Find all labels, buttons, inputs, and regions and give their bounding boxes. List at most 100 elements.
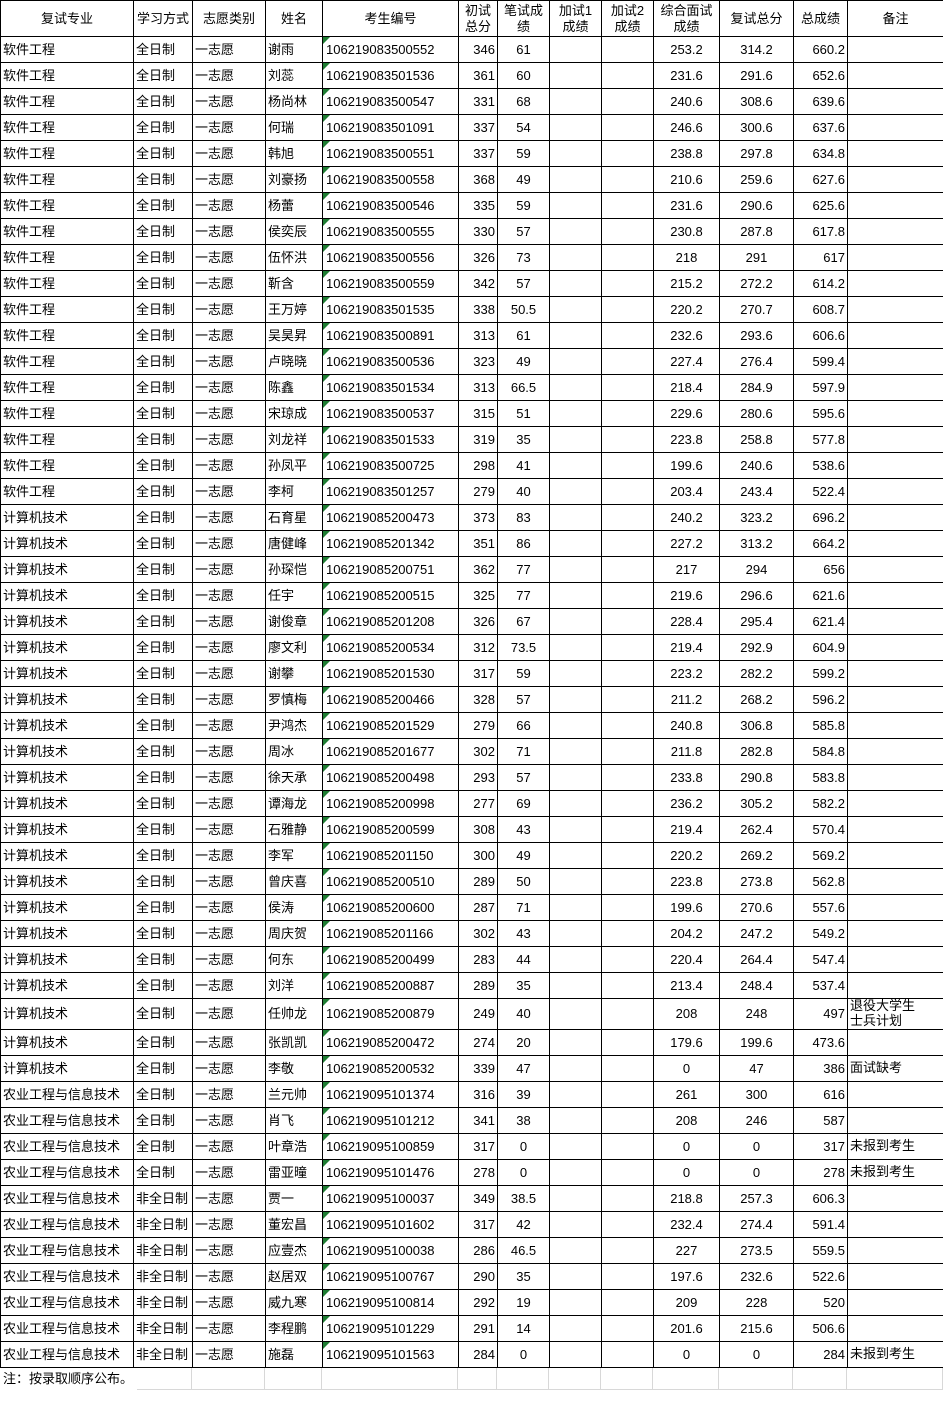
- cell-retest-total[interactable]: 240.6: [719, 452, 794, 479]
- cell-extra2-score[interactable]: [601, 36, 654, 63]
- cell-retest-total[interactable]: 287.8: [719, 218, 794, 245]
- cell-study-mode[interactable]: 全日制: [133, 62, 193, 89]
- cell-volunteer-type[interactable]: 一志愿: [192, 530, 266, 557]
- cell-candidate-id[interactable]: 106219095100859: [322, 1132, 459, 1160]
- cell-extra1-score[interactable]: [549, 972, 602, 999]
- cell-candidate-id[interactable]: 106219095100038: [322, 1236, 459, 1264]
- cell-written-score[interactable]: 57: [497, 764, 550, 791]
- cell-retest-total[interactable]: 300: [719, 1080, 794, 1108]
- cell-study-mode[interactable]: 全日制: [133, 166, 193, 193]
- cell-extra2-score[interactable]: [601, 478, 654, 505]
- cell-extra1-score[interactable]: [549, 140, 602, 167]
- cell-extra1-score[interactable]: [549, 1210, 602, 1238]
- cell-remark[interactable]: [847, 244, 943, 271]
- cell-extra1-score[interactable]: [549, 348, 602, 375]
- cell-major[interactable]: 软件工程: [0, 348, 134, 375]
- cell-interview-score[interactable]: 223.2: [653, 660, 720, 687]
- cell-major[interactable]: 计算机技术: [0, 712, 134, 739]
- cell-candidate-id[interactable]: 106219085200751: [322, 556, 459, 583]
- cell-retest-total[interactable]: 314.2: [719, 36, 794, 63]
- cell-final-total[interactable]: 597.9: [793, 374, 848, 401]
- cell-extra2-score[interactable]: [601, 374, 654, 401]
- cell-candidate-id[interactable]: 106219095100767: [322, 1262, 459, 1290]
- cell-major[interactable]: 软件工程: [0, 88, 134, 115]
- column-header-0[interactable]: 复试专业: [0, 0, 134, 37]
- cell-final-total[interactable]: 562.8: [793, 868, 848, 895]
- column-header-11[interactable]: 总成绩: [793, 0, 848, 37]
- cell-study-mode[interactable]: 全日制: [133, 634, 193, 661]
- cell-major[interactable]: 计算机技术: [0, 868, 134, 895]
- cell-major[interactable]: 软件工程: [0, 218, 134, 245]
- cell-name[interactable]: 王万婷: [265, 296, 323, 323]
- cell-retest-total[interactable]: 272.2: [719, 270, 794, 297]
- cell-written-score[interactable]: 35: [497, 1262, 550, 1290]
- cell-interview-score[interactable]: 210.6: [653, 166, 720, 193]
- cell-remark[interactable]: [847, 478, 943, 505]
- cell-retest-total[interactable]: 0: [719, 1132, 794, 1160]
- cell-initial-score[interactable]: 337: [458, 114, 498, 141]
- cell-candidate-id[interactable]: 106219085200510: [322, 868, 459, 895]
- cell-initial-score[interactable]: 323: [458, 348, 498, 375]
- cell-remark[interactable]: [847, 634, 943, 661]
- cell-study-mode[interactable]: 全日制: [133, 88, 193, 115]
- cell-written-score[interactable]: 69: [497, 790, 550, 817]
- cell-retest-total[interactable]: 270.7: [719, 296, 794, 323]
- cell-initial-score[interactable]: 316: [458, 1080, 498, 1108]
- cell-candidate-id[interactable]: 106219083501534: [322, 374, 459, 401]
- cell-interview-score[interactable]: 238.8: [653, 140, 720, 167]
- cell-extra1-score[interactable]: [549, 322, 602, 349]
- cell-extra1-score[interactable]: [549, 712, 602, 739]
- cell-final-total[interactable]: 386: [793, 1054, 848, 1082]
- cell-interview-score[interactable]: 231.6: [653, 192, 720, 219]
- cell-extra1-score[interactable]: [549, 452, 602, 479]
- cell-major[interactable]: 软件工程: [0, 322, 134, 349]
- cell-remark[interactable]: [847, 1210, 943, 1238]
- cell-retest-total[interactable]: 290.6: [719, 192, 794, 219]
- cell-candidate-id[interactable]: 106219085201530: [322, 660, 459, 687]
- cell-interview-score[interactable]: 228.4: [653, 608, 720, 635]
- cell-written-score[interactable]: 0: [497, 1340, 550, 1368]
- cell-extra1-score[interactable]: [549, 738, 602, 765]
- cell-initial-score[interactable]: 300: [458, 842, 498, 869]
- cell-written-score[interactable]: 73: [497, 244, 550, 271]
- cell-interview-score[interactable]: 240.2: [653, 504, 720, 531]
- cell-interview-score[interactable]: 211.8: [653, 738, 720, 765]
- cell-final-total[interactable]: 278: [793, 1158, 848, 1186]
- cell-study-mode[interactable]: 全日制: [133, 764, 193, 791]
- cell-name[interactable]: 廖文利: [265, 634, 323, 661]
- cell-initial-score[interactable]: 274: [458, 1028, 498, 1056]
- cell-name[interactable]: 刘蕊: [265, 62, 323, 89]
- cell-major[interactable]: 软件工程: [0, 114, 134, 141]
- cell-initial-score[interactable]: 289: [458, 868, 498, 895]
- cell-volunteer-type[interactable]: 一志愿: [192, 582, 266, 609]
- cell-retest-total[interactable]: 294: [719, 556, 794, 583]
- cell-remark[interactable]: [847, 140, 943, 167]
- cell-candidate-id[interactable]: 106219083501535: [322, 296, 459, 323]
- cell-interview-score[interactable]: 204.2: [653, 920, 720, 947]
- cell-initial-score[interactable]: 362: [458, 556, 498, 583]
- cell-name[interactable]: 罗慎梅: [265, 686, 323, 713]
- cell-initial-score[interactable]: 328: [458, 686, 498, 713]
- cell-final-total[interactable]: 614.2: [793, 270, 848, 297]
- cell-written-score[interactable]: 49: [497, 348, 550, 375]
- cell-major[interactable]: 农业工程与信息技术: [0, 1210, 134, 1238]
- cell-volunteer-type[interactable]: 一志愿: [192, 1106, 266, 1134]
- cell-major[interactable]: 计算机技术: [0, 634, 134, 661]
- cell-study-mode[interactable]: 全日制: [133, 582, 193, 609]
- cell-initial-score[interactable]: 286: [458, 1236, 498, 1264]
- cell-written-score[interactable]: 47: [497, 1054, 550, 1082]
- cell-interview-score[interactable]: 220.2: [653, 296, 720, 323]
- cell-remark[interactable]: [847, 738, 943, 765]
- cell-written-score[interactable]: 46.5: [497, 1236, 550, 1264]
- cell-study-mode[interactable]: 全日制: [133, 894, 193, 921]
- cell-candidate-id[interactable]: 106219083500559: [322, 270, 459, 297]
- cell-retest-total[interactable]: 273.8: [719, 868, 794, 895]
- cell-retest-total[interactable]: 280.6: [719, 400, 794, 427]
- cell-interview-score[interactable]: 240.6: [653, 88, 720, 115]
- cell-volunteer-type[interactable]: 一志愿: [192, 400, 266, 427]
- cell-retest-total[interactable]: 257.3: [719, 1184, 794, 1212]
- cell-written-score[interactable]: 40: [497, 478, 550, 505]
- cell-written-score[interactable]: 57: [497, 270, 550, 297]
- cell-extra2-score[interactable]: [601, 426, 654, 453]
- cell-major[interactable]: 计算机技术: [0, 738, 134, 765]
